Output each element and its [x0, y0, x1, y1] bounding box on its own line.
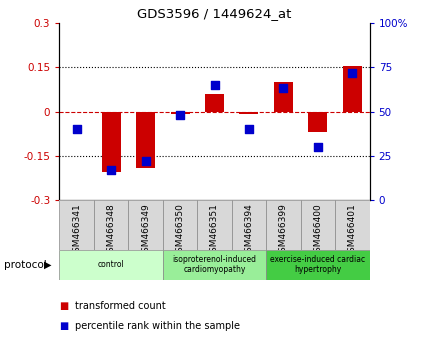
Text: GSM466394: GSM466394: [245, 204, 253, 258]
Text: ▶: ▶: [44, 260, 51, 270]
Text: GSM466401: GSM466401: [348, 204, 357, 258]
Bar: [59, 250, 163, 280]
Text: GSM466400: GSM466400: [313, 204, 323, 258]
Bar: [239, 112, 258, 114]
Bar: [163, 200, 197, 250]
Text: GSM466349: GSM466349: [141, 204, 150, 258]
Text: GSM466348: GSM466348: [106, 204, 116, 258]
Text: GSM466351: GSM466351: [210, 204, 219, 258]
Bar: [197, 200, 232, 250]
Text: isoproterenol-induced
cardiomyopathy: isoproterenol-induced cardiomyopathy: [172, 255, 257, 274]
Bar: [308, 112, 327, 132]
Bar: [232, 200, 266, 250]
Text: ■: ■: [59, 301, 69, 311]
Bar: [136, 112, 155, 167]
Bar: [171, 112, 190, 114]
Text: protocol: protocol: [4, 260, 47, 270]
Bar: [128, 200, 163, 250]
Bar: [274, 82, 293, 112]
Bar: [301, 200, 335, 250]
Bar: [163, 250, 266, 280]
Point: [246, 126, 253, 132]
Bar: [205, 94, 224, 112]
Point: [314, 144, 321, 150]
Point: [349, 70, 356, 75]
Bar: [335, 200, 370, 250]
Text: GSM466341: GSM466341: [72, 204, 81, 258]
Text: GSM466399: GSM466399: [279, 204, 288, 258]
Text: exercise-induced cardiac
hypertrophy: exercise-induced cardiac hypertrophy: [270, 255, 366, 274]
Point: [280, 86, 287, 91]
Bar: [94, 200, 128, 250]
Bar: [102, 112, 121, 172]
Point: [142, 158, 149, 164]
Point: [176, 112, 183, 118]
Point: [73, 126, 80, 132]
Title: GDS3596 / 1449624_at: GDS3596 / 1449624_at: [137, 7, 292, 21]
Point: [107, 167, 114, 173]
Bar: [343, 66, 362, 112]
Text: GSM466350: GSM466350: [176, 204, 184, 258]
Bar: [266, 200, 301, 250]
Bar: [266, 250, 370, 280]
Text: ■: ■: [59, 321, 69, 331]
Text: transformed count: transformed count: [75, 301, 165, 311]
Bar: [59, 200, 94, 250]
Text: control: control: [98, 260, 125, 269]
Text: percentile rank within the sample: percentile rank within the sample: [75, 321, 240, 331]
Point: [211, 82, 218, 88]
